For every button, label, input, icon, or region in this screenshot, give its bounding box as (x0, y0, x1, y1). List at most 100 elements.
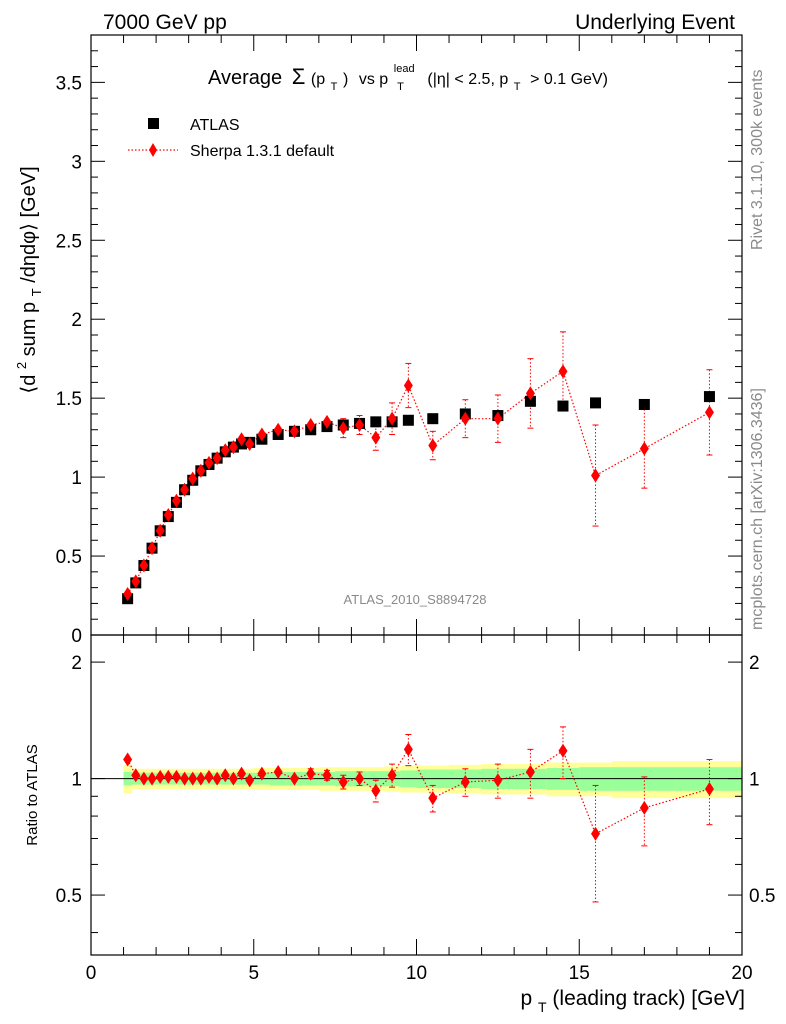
ratio-point (237, 766, 247, 781)
ratio-y-tick-label-left: 0.5 (56, 886, 82, 907)
x-tick-label: 5 (248, 963, 259, 984)
header-left: 7000 GeV pp (103, 11, 227, 34)
ratio-y-tick-labels: 0.5 0.5 1 1 2 2 (56, 653, 776, 907)
atlas-point (427, 413, 439, 425)
sherpa-line (127, 370, 710, 595)
ratio-point (123, 752, 133, 767)
ratio-y-tick-label-right: 0.5 (749, 886, 775, 907)
ratio-point (228, 771, 238, 786)
ratio-plot-panel: 0.5 0.5 1 1 2 2 0 5 10 15 20 Ratio to ATLAS p T (… (24, 634, 776, 1017)
ratio-sherpa-points (123, 742, 714, 841)
ratio-series-line (127, 748, 710, 835)
x-tick-label: 20 (731, 963, 752, 984)
sherpa-error-bars (340, 331, 713, 527)
atlas-point (402, 414, 414, 426)
header-right: Underlying Event (575, 11, 735, 34)
sherpa-point (139, 558, 149, 573)
title-pt-close: ) (343, 71, 348, 88)
ratio-point (155, 769, 165, 784)
atlas-point (370, 416, 382, 428)
ratio-point (306, 766, 316, 781)
ratio-point (558, 743, 568, 758)
legend-marker-sherpa (149, 143, 157, 157)
ylabel-sub: T (29, 288, 44, 296)
ylabel-b: sum p (18, 302, 40, 356)
main-y-tick-label: 0.5 (56, 547, 82, 568)
main-y-tick-label: 0 (71, 626, 82, 647)
ratio-point (245, 773, 255, 788)
ratio-point (188, 771, 198, 786)
ratio-point (163, 769, 173, 784)
atlas-point (557, 400, 569, 412)
sherpa-point (403, 378, 413, 393)
atlas-points (122, 391, 715, 605)
sherpa-series-line (127, 370, 710, 595)
title-vs: vs p (359, 71, 388, 88)
sherpa-point (704, 405, 714, 420)
sherpa-point (558, 364, 568, 379)
xlabel-sub: T (538, 999, 547, 1015)
legend-marker-atlas (148, 118, 159, 129)
main-plot-frame (90, 34, 743, 636)
sherpa-point (123, 586, 133, 601)
ratio-error-bars (307, 726, 713, 903)
ylabel-c: /dηdφ⟩ [GeV] (18, 166, 40, 282)
ratio-point (704, 781, 714, 796)
sherpa-points (123, 364, 714, 601)
ylabel-sup: 2 (14, 362, 29, 369)
atlas-point (638, 398, 650, 410)
sherpa-point (639, 441, 649, 456)
ratio-point (639, 800, 649, 815)
title-sigma: Σ (292, 64, 306, 89)
ratio-point (371, 783, 381, 798)
sherpa-point (387, 411, 397, 426)
side-label-mcplots: mcplots.cern.ch [arXiv:1306.3436] (749, 388, 766, 630)
ratio-point (403, 742, 413, 757)
ratio-point (180, 771, 190, 786)
ratio-point (322, 768, 332, 783)
atlas-point (590, 397, 602, 409)
sherpa-point (355, 418, 365, 432)
title-pt-sub: T (331, 81, 338, 93)
ratio-sherpa-line (127, 748, 710, 835)
title-prefix: Average (208, 67, 282, 89)
title-cuts-a: (|η| < 2.5, p (427, 71, 508, 88)
ratio-point (428, 791, 438, 806)
legend-label-atlas: ATLAS (190, 117, 240, 134)
x-axis-label: p T (leading track) [GeV] (520, 987, 745, 1017)
sherpa-point (188, 471, 198, 486)
main-axis-ticks (90, 34, 743, 636)
ratio-point (196, 771, 206, 786)
main-y-tick-label: 3 (71, 152, 82, 173)
main-y-tick-label: 1 (71, 468, 82, 489)
sherpa-point (525, 386, 535, 401)
main-y-tick-label: 2 (71, 310, 82, 331)
sherpa-point (228, 440, 238, 455)
title-lead-sub: T (397, 81, 404, 93)
ratio-point (257, 766, 267, 781)
title-cuts-b: > 0.1 GeV) (530, 71, 608, 88)
side-label-rivet: Rivet 3.1.10, 300k events (749, 69, 766, 250)
ratio-point (493, 773, 503, 788)
sherpa-point (212, 451, 222, 466)
sherpa-point (257, 427, 267, 442)
ratio-point (171, 769, 181, 784)
ratio-y-axis-label: Ratio to ATLAS (24, 744, 41, 845)
ratio-point (460, 774, 470, 789)
sherpa-point (289, 424, 299, 439)
sherpa-point (371, 430, 381, 445)
ratio-point (212, 771, 222, 786)
ratio-y-tick-label-right: 2 (749, 653, 760, 674)
sherpa-point (163, 508, 173, 522)
ratio-point (355, 771, 365, 786)
main-y-tick-label: 1.5 (56, 389, 82, 410)
main-plot-panel: 0 0.5 1 1.5 2 2.5 3 3.5 Average Σ (p T ) vs p l… (14, 34, 743, 647)
sherpa-point (220, 443, 230, 458)
sherpa-point (273, 422, 283, 437)
ratio-point (131, 768, 141, 783)
sherpa-point (131, 574, 141, 589)
sherpa-point (428, 438, 438, 453)
analysis-id: ATLAS_2010_S8894728 (344, 592, 487, 607)
ratio-point (147, 771, 157, 786)
